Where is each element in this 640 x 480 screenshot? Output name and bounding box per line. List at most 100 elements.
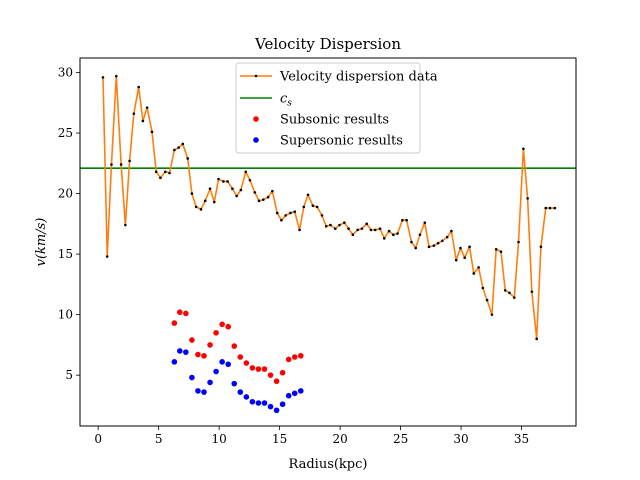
velocity-dispersion-point [199, 208, 203, 211]
legend-entry: Subsonic results [253, 113, 389, 128]
velocity-dispersion-point [329, 223, 332, 227]
velocity-dispersion-point [105, 255, 109, 258]
velocity-dispersion-point [401, 218, 404, 222]
velocity-dispersion-point [320, 214, 324, 217]
supersonic-point [267, 403, 274, 410]
legend-box [235, 62, 421, 154]
y-tick-label: 25 [58, 126, 73, 140]
velocity-dispersion-point [463, 256, 467, 260]
velocity-dispersion-point [423, 221, 427, 224]
velocity-dispersion-point [481, 286, 485, 290]
legend-marker-swatch [254, 74, 258, 78]
velocity-dispersion-point [124, 223, 127, 227]
velocity-dispersion-point [477, 266, 480, 269]
supersonic-point [279, 401, 286, 408]
velocity-dispersion-point [526, 197, 529, 200]
velocity-dispersion-point [132, 112, 136, 115]
velocity-dispersion-point [396, 232, 399, 235]
velocity-dispersion-point [360, 227, 364, 230]
velocity-dispersion-point [494, 247, 498, 251]
x-tick-label: 15 [272, 432, 287, 446]
subsonic-point [243, 360, 250, 366]
velocity-dispersion-point [517, 240, 520, 244]
velocity-dispersion-point [544, 206, 548, 210]
velocity-dispersion-point [418, 233, 422, 237]
velocity-dispersion-point [324, 224, 328, 228]
subsonic-point [189, 337, 195, 343]
subsonic-point [249, 365, 256, 371]
x-tick-label: 10 [211, 432, 226, 446]
legend-dot-swatch [253, 116, 259, 122]
supersonic-point [171, 359, 178, 365]
x-tick-label: 25 [393, 432, 408, 446]
subsonic-point [261, 366, 268, 372]
velocity-dispersion-point [356, 228, 359, 232]
velocity-dispersion-point [373, 228, 377, 232]
supersonic-point [273, 407, 280, 414]
supersonic-point [219, 359, 225, 365]
velocity-dispersion-point [208, 187, 212, 191]
velocity-dispersion-point [338, 223, 341, 227]
velocity-dispersion-point [177, 146, 180, 149]
velocity-dispersion-point [110, 163, 113, 166]
velocity-dispersion-point [145, 106, 149, 109]
velocity-dispersion-point [257, 199, 261, 203]
velocity-dispersion-point [217, 177, 220, 181]
velocity-dispersion-point [119, 163, 123, 166]
subsonic-point [273, 378, 280, 385]
velocity-dispersion-point [302, 205, 306, 209]
velocity-dispersion-point [351, 233, 355, 237]
velocity-dispersion-point [450, 229, 453, 233]
velocity-dispersion-point [101, 76, 105, 79]
velocity-dispersion-point [548, 206, 552, 210]
supersonic-point [255, 400, 262, 406]
velocity-dispersion-point [347, 227, 350, 230]
velocity-dispersion-point [459, 246, 462, 250]
supersonic-point [225, 361, 231, 368]
x-tick-label: 30 [453, 432, 468, 446]
velocity-dispersion-point [181, 142, 185, 146]
velocity-dispersion-point [239, 188, 243, 192]
subsonic-point [291, 354, 298, 360]
velocity-dispersion-point [137, 85, 140, 89]
supersonic-point [207, 379, 213, 386]
velocity-dispersion-point [522, 147, 525, 151]
velocity-dispersion-point [382, 237, 386, 240]
velocity-dispersion-point [150, 130, 154, 134]
velocity-dispersion-point [432, 244, 436, 247]
velocity-dispersion-point [553, 206, 557, 210]
velocity-dispersion-point [244, 170, 248, 174]
velocity-dispersion-point [248, 178, 252, 182]
velocity-dispersion-point [261, 198, 265, 201]
velocity-dispersion-point [392, 233, 395, 237]
velocity-dispersion-point [530, 290, 534, 293]
legend-entry: Velocity dispersion data [240, 70, 438, 85]
subsonic-point [213, 329, 219, 336]
velocity-dispersion-point [306, 193, 310, 197]
subsonic-point [219, 321, 225, 328]
supersonic-point [231, 380, 238, 387]
velocity-dispersion-point [468, 245, 471, 249]
legend-label: Velocity dispersion data [279, 70, 438, 85]
velocity-dispersion-point [535, 337, 538, 341]
supersonic-point [195, 388, 201, 394]
y-tick-label: 5 [65, 368, 73, 382]
velocity-dispersion-point [293, 210, 297, 214]
velocity-dispersion-point [159, 176, 162, 180]
supersonic-point [249, 398, 256, 405]
velocity-dispersion-point [284, 214, 287, 217]
legend-label: Supersonic results [280, 134, 403, 149]
velocity-dispersion-point [445, 235, 449, 239]
legend-entry: Supersonic results [253, 134, 403, 149]
velocity-dispersion-point [333, 227, 337, 230]
velocity-dispersion-point [163, 170, 167, 174]
x-tick-label: 0 [94, 432, 102, 446]
velocity-dispersion-point [298, 228, 301, 232]
velocity-dispersion-point [226, 180, 229, 183]
subsonic-point [255, 366, 262, 372]
velocity-dispersion-point [194, 205, 198, 209]
axes-frame [79, 57, 577, 427]
velocity-dispersion-point [508, 291, 511, 295]
velocity-dispersion-point [266, 195, 270, 199]
